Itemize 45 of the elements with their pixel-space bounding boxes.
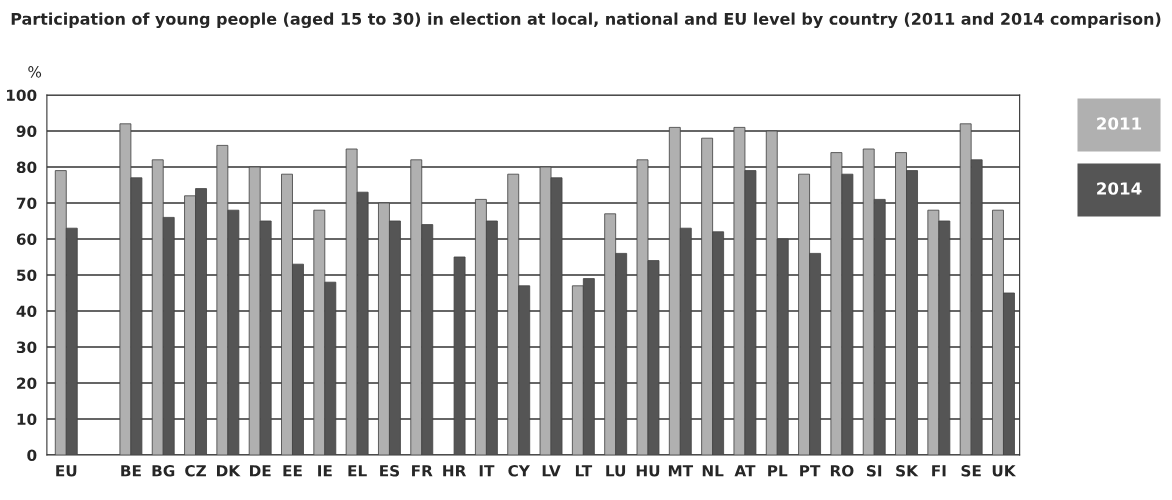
y-tick-label: 10 xyxy=(17,413,37,426)
x-tick-label: EE xyxy=(283,465,302,477)
x-tick-label: BE xyxy=(121,465,141,477)
x-tick-label: SI xyxy=(866,464,882,477)
x-tick-label: ES xyxy=(380,464,400,477)
chart-title: Participation of young people (aged 15 to 30) in election at local, national and EU level by country (2011 and 2014 comparison) xyxy=(11,12,1161,29)
x-tick-label: FR xyxy=(412,465,433,477)
x-tick-label: IE xyxy=(318,465,332,477)
x-tick-label: FI xyxy=(932,465,946,477)
x-tick-label: IT xyxy=(479,465,495,477)
y-tick-label: 50 xyxy=(17,269,37,282)
text: 2014 xyxy=(1097,182,1142,195)
x-tick-label: EL xyxy=(348,465,367,477)
x-tick-label: SK xyxy=(896,464,919,477)
y-tick-label: 80 xyxy=(16,161,37,174)
y-tick-label: 90 xyxy=(16,125,37,138)
y-tick-label: 30 xyxy=(16,341,37,354)
x-tick-label: SE xyxy=(961,464,981,477)
x-tick-label: EU xyxy=(56,465,77,477)
x-tick-label: HU xyxy=(636,465,660,477)
y-tick-label: 100 xyxy=(6,89,37,102)
x-tick-label: LU xyxy=(606,465,626,477)
x-tick-label: PT xyxy=(800,465,821,477)
y-tick-label: 20 xyxy=(17,377,37,390)
bar xyxy=(453,256,466,455)
x-tick-label: PL xyxy=(768,465,788,477)
x-tick-label: BG xyxy=(152,464,175,477)
x-tick-label: CY xyxy=(508,464,530,477)
x-tick-label: NL xyxy=(702,465,724,477)
y-tick-label: 60 xyxy=(16,233,37,246)
x-tick-label: CZ xyxy=(185,464,206,477)
x-tick-label: RO xyxy=(830,464,854,477)
y-tick-label: 0 xyxy=(27,449,37,462)
y-tick-label: 70 xyxy=(16,197,37,210)
text: 2011 xyxy=(1097,117,1142,130)
x-tick-label: HR xyxy=(443,465,467,477)
x-tick-label: LT xyxy=(575,465,593,477)
x-tick-label: LV xyxy=(542,465,561,477)
x-tick-label: DK xyxy=(217,465,241,477)
x-tick-label: UK xyxy=(992,465,1017,477)
x-tick-label: DE xyxy=(250,465,271,477)
y-tick-label: 40 xyxy=(16,305,37,318)
x-tick-label: MT xyxy=(668,465,694,477)
x-tick-label: AT xyxy=(734,465,756,477)
y-axis-title: % xyxy=(28,66,42,78)
